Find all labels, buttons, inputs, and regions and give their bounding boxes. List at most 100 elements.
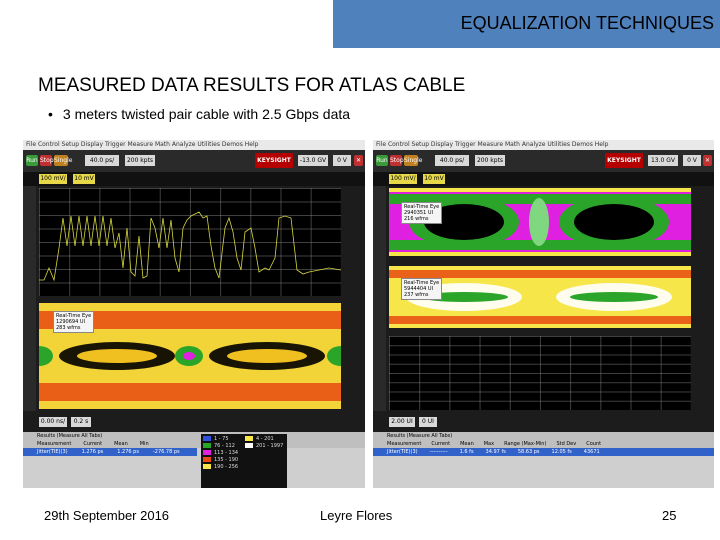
channel-offset-field[interactable]: 10 mV [73,174,95,184]
results-col-measurement: Measurement [37,441,72,447]
eye-diagram-plot: Real-Time Eye 1290694 UI 283 wfms [39,303,341,409]
bullet-icon: • [48,106,53,122]
results-col: Std Dev [556,441,577,447]
waveform-trace [39,211,341,282]
eye-label-ui: 5944404 UI [404,286,433,292]
single-button[interactable]: Single [54,155,73,166]
slide-title: MEASURED DATA RESULTS FOR ATLAS CABLE [38,75,466,96]
run-button[interactable]: Run [376,155,388,166]
eye-label-wfms: 237 wfms [404,292,429,298]
eye-label-title: Real-Time Eye [404,204,440,210]
horizontal-scale-field[interactable]: 2.00 UI [389,417,415,427]
results-panel: Results (Measure All Tabs) Measurement C… [373,432,714,488]
channel-offset-field[interactable]: 10 mV [423,174,445,184]
legend-item: 4 - 201 [245,436,274,443]
results-col: Mean [460,441,474,447]
plot-grid [389,336,691,410]
plot-grid [39,188,341,296]
close-icon[interactable]: ✕ [354,155,363,166]
horizontal-position-field[interactable]: 0.2 s [71,417,91,427]
eye-label-ui: 1290694 UI [56,319,85,325]
eye-diagram-plot-bottom: Real-Time Eye 5944404 UI 237 wfms [389,266,691,328]
results-title: Results (Measure All Tabs) [373,432,714,440]
results-col: Max [483,441,495,447]
results-cell: 1.276 ps [117,449,139,455]
memory-depth-field[interactable]: 200 kpts [475,155,505,166]
results-cell: 1.276 ps [81,449,104,455]
channel-bar: 100 mV/ 10 mV [23,172,365,186]
results-cell: Jitter(TIE)(3) [37,449,68,455]
bullet-item: • 3 meters twisted pair cable with 2.5 Gb… [48,106,350,122]
results-col: Range (Max-Min) [504,441,547,447]
results-header-row: Measurement Current Mean Min [23,440,365,448]
eye-label-wfms: 283 wfms [56,325,81,331]
bottom-controls: 2.00 UI 0 UI [373,414,714,430]
legend-item: 135 - 190 [203,457,285,464]
scope-menubar[interactable]: File Control Setup Display Trigger Measu… [373,140,714,150]
trigger-value-field[interactable]: 0 V [683,155,701,166]
eye-diagram-plot-top: Real-Time Eye 2940351 UI 216 wfms [389,188,691,256]
legend-item: 113 - 134 [203,450,285,457]
footer-author: Leyre Flores [320,508,393,523]
results-title: Results (Measure All Tabs) [23,432,365,440]
close-icon[interactable]: ✕ [703,155,712,166]
timebase-field[interactable]: 40.0 ps/ [85,155,119,166]
header-title: EQUALIZATION TECHNIQUES [460,13,714,33]
scope-sidebar[interactable] [373,186,386,411]
eye-label: Real-Time Eye 1290694 UI 283 wfms [53,311,95,333]
memory-depth-field[interactable]: 200 kpts [125,155,155,166]
histogram-legend: 1 - 75 76 - 112 113 - 134 135 - 190 190 … [201,434,287,488]
scope-toolbar: Run Stop Single 40.0 ps/ 200 kpts KEYSIG… [373,150,714,172]
header-bar: EQUALIZATION TECHNIQUES [333,0,720,48]
horizontal-scale-field[interactable]: 0.00 ns/ [39,417,67,427]
footer-page-number: 25 [662,508,677,523]
results-row[interactable]: Jitter(TIE)(3) ---------- 1.6 fs 34.97 f… [373,448,714,456]
results-cell: 34.97 fs [485,449,506,455]
empty-plot [389,336,691,410]
legend-item: 190 - 256 [203,464,285,471]
channel-scale-field[interactable]: 100 mV/ [39,174,67,184]
scope-screenshot-left: File Control Setup Display Trigger Measu… [23,140,365,488]
eye-label-wfms: 216 wfms [404,216,429,222]
horizontal-position-field[interactable]: 0 UI [419,417,437,427]
trigger-value-field[interactable]: 0 V [333,155,351,166]
results-col: Measurement [387,441,422,447]
results-col-min: Min [139,441,149,447]
results-cell: 12.05 fs [551,449,572,455]
scope-menubar[interactable]: File Control Setup Display Trigger Measu… [23,140,365,150]
waveform-plot [39,188,341,296]
results-col: Count [586,441,602,447]
scope-toolbar: Run Stop Single 40.0 ps/ 200 kpts KEYSIG… [23,150,365,172]
results-col-mean: Mean [114,441,128,447]
results-cell: -276.78 ps [152,449,180,455]
footer-date: 29th September 2016 [44,508,170,523]
legend-item: 201 - 1997 [245,443,283,450]
eye-label-top: Real-Time Eye 2940351 UI 216 wfms [401,202,443,224]
single-button[interactable]: Single [404,155,423,166]
scope-sidebar[interactable] [23,186,36,411]
eye-label-ui: 2940351 UI [404,210,433,216]
results-cell: 1.6 fs [459,449,474,455]
results-row[interactable]: Jitter(TIE)(3) 1.276 ps 1.276 ps -276.78… [23,448,197,456]
trigger-level-field[interactable]: 13.0 GV [648,155,678,166]
results-header-row: Measurement Current Mean Max Range (Max-… [373,440,714,448]
keysight-logo: KEYSIGHT [605,153,643,168]
run-button[interactable]: Run [26,155,38,166]
results-cell: ---------- [429,449,448,455]
stop-button[interactable]: Stop [390,155,404,166]
channel-bar: 100 mV/ 10 mV [373,172,714,186]
results-col: Current [431,441,451,447]
timebase-field[interactable]: 40.0 ps/ [435,155,469,166]
results-cell: 43671 [583,449,600,455]
scope-screenshot-right: File Control Setup Display Trigger Measu… [373,140,714,488]
bottom-controls: 0.00 ns/ 0.2 s [23,414,365,430]
trigger-level-field[interactable]: -13.0 GV [298,155,328,166]
eye-diagram-bottom [389,266,691,328]
channel-scale-field[interactable]: 100 mV/ [389,174,417,184]
eye-label-title: Real-Time Eye [404,280,440,286]
results-cell: Jitter(TIE)(3) [387,449,418,455]
legend-item: 76 - 112 [203,443,285,450]
eye-label-bottom: Real-Time Eye 5944404 UI 237 wfms [401,278,443,300]
stop-button[interactable]: Stop [40,155,54,166]
bullet-text: 3 meters twisted pair cable with 2.5 Gbp… [62,106,351,122]
